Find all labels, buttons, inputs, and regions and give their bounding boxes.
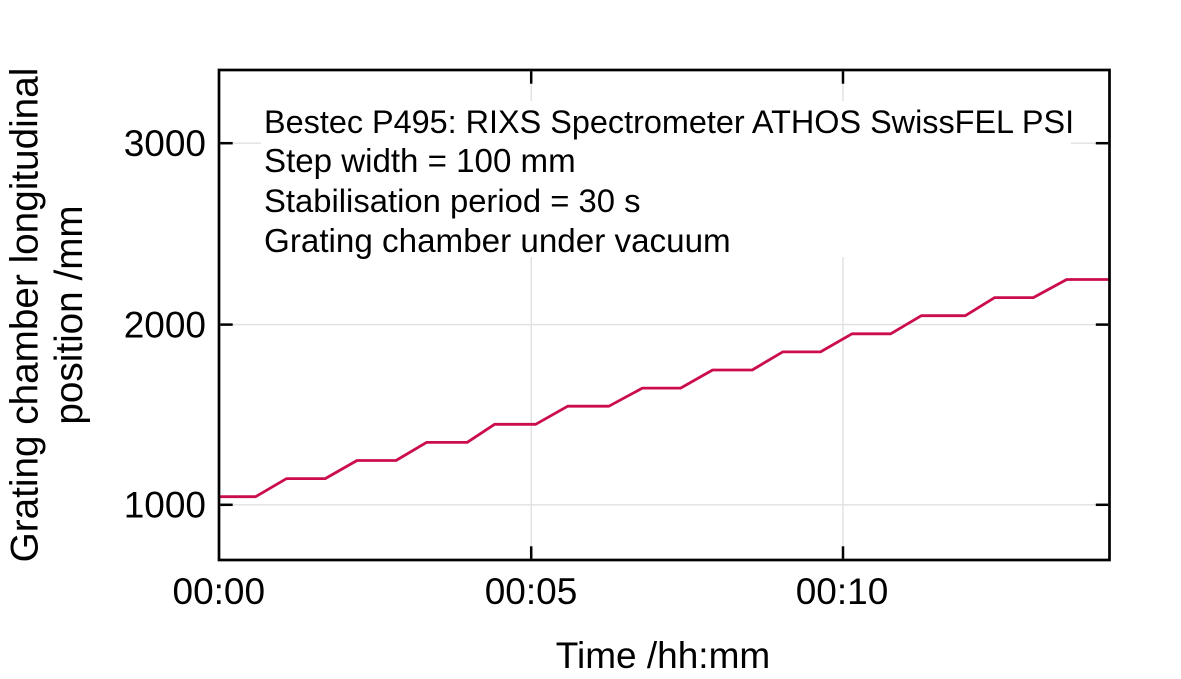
svg-text:position /mm: position /mm bbox=[48, 205, 91, 424]
svg-text:3000: 3000 bbox=[124, 123, 206, 164]
svg-text:Bestec P495: RIXS Spectrometer: Bestec P495: RIXS Spectrometer ATHOS Swi… bbox=[264, 104, 1074, 140]
svg-text:2000: 2000 bbox=[124, 305, 206, 346]
svg-text:Time /hh:mm: Time /hh:mm bbox=[556, 635, 770, 676]
svg-text:Step width = 100 mm: Step width = 100 mm bbox=[264, 143, 576, 180]
svg-text:00:00: 00:00 bbox=[173, 571, 266, 612]
svg-text:Stabilisation period = 30 s: Stabilisation period = 30 s bbox=[264, 182, 641, 219]
svg-text:00:05: 00:05 bbox=[485, 571, 578, 612]
svg-text:00:10: 00:10 bbox=[796, 571, 889, 612]
svg-text:Grating chamber longitudinal: Grating chamber longitudinal bbox=[4, 68, 47, 563]
svg-text:1000: 1000 bbox=[124, 485, 206, 526]
svg-text:Grating chamber under vacuum: Grating chamber under vacuum bbox=[264, 223, 731, 260]
